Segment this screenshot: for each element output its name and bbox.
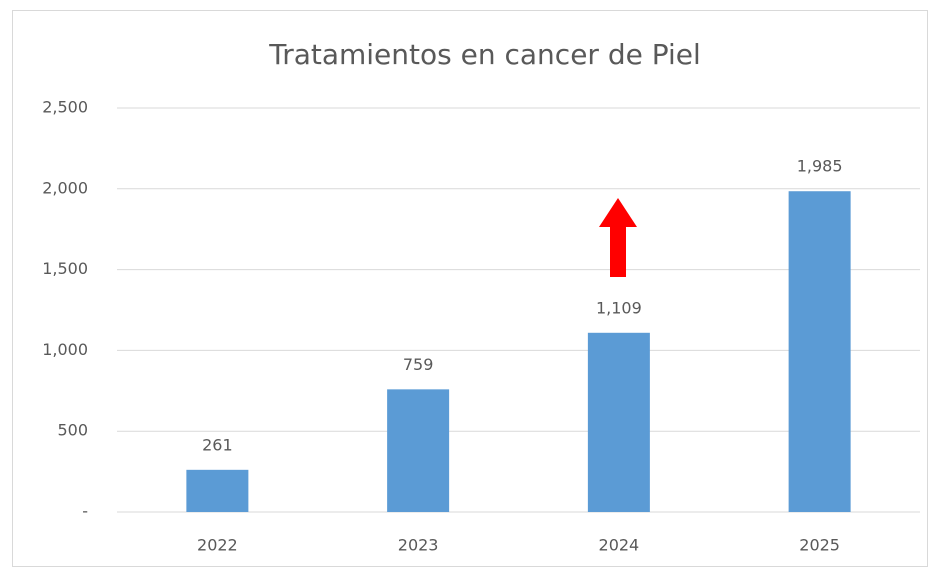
y-tick-label: 1,000 xyxy=(42,340,88,359)
y-tick-label: 2,500 xyxy=(42,98,88,117)
data-label: 1,985 xyxy=(797,157,843,176)
x-tick-label: 2023 xyxy=(398,536,439,555)
x-tick-label: 2022 xyxy=(197,536,238,555)
y-tick-label: - xyxy=(82,502,88,521)
data-label: 261 xyxy=(202,435,233,454)
bar xyxy=(788,191,851,512)
y-tick-label: 1,500 xyxy=(42,259,88,278)
y-tick-label: 2,000 xyxy=(42,178,88,197)
bar xyxy=(186,469,249,512)
chart-title: Tratamientos en cancer de Piel xyxy=(268,38,701,71)
y-tick-label: 500 xyxy=(57,421,88,440)
annotation-arrow xyxy=(599,198,637,277)
data-label: 759 xyxy=(403,355,434,374)
chart-border xyxy=(12,10,928,567)
arrow-shaft xyxy=(610,225,626,277)
x-tick-label: 2024 xyxy=(599,536,640,555)
data-label: 1,109 xyxy=(596,298,642,317)
bar xyxy=(387,389,450,512)
bar xyxy=(587,332,650,512)
arrow-head xyxy=(599,198,637,227)
x-tick-label: 2025 xyxy=(799,536,840,555)
